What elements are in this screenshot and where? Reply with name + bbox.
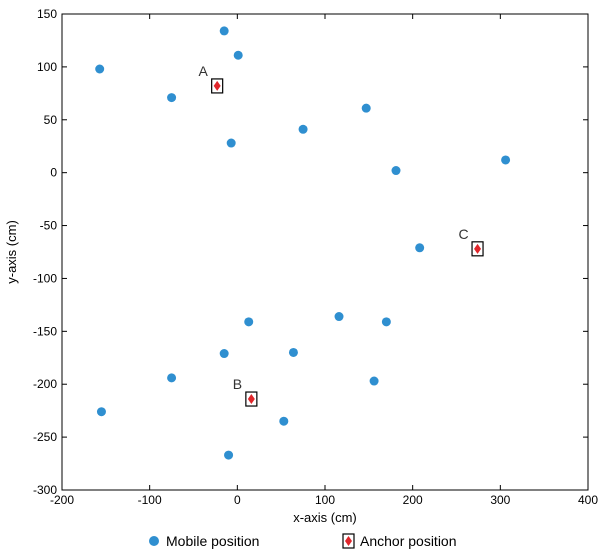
data-marks: A B C [95, 26, 511, 460]
mobile-position-point [233, 50, 243, 60]
mobile-position-point [226, 138, 236, 148]
mobile-position-point [369, 376, 379, 386]
y-tick-label: 150 [37, 7, 57, 21]
x-tick-label: -200 [50, 493, 74, 507]
x-tick-label: 300 [490, 493, 510, 507]
y-axis-label: y-axis (cm) [4, 220, 19, 284]
mobile-position-point [415, 243, 425, 253]
legend-anchor-label: Anchor position [360, 533, 457, 549]
mobile-position-point [361, 103, 371, 113]
mobile-position-point [95, 64, 105, 74]
y-tick-label: -200 [33, 377, 57, 391]
y-tick-label: -150 [33, 324, 57, 338]
y-tick-label: 50 [44, 113, 58, 127]
anchor-label: B [233, 376, 242, 392]
y-tick-label: -250 [33, 430, 57, 444]
x-axis-label: x-axis (cm) [293, 510, 357, 525]
x-tick-label: 0 [234, 493, 241, 507]
x-tick-label: 400 [578, 493, 598, 507]
mobile-position-point [279, 416, 289, 426]
mobile-position-point [224, 450, 234, 460]
mobile-position-point [391, 166, 401, 176]
y-tick-label: 0 [50, 166, 57, 180]
y-tick-label: -100 [33, 271, 57, 285]
legend: Mobile position Anchor position [149, 533, 457, 549]
mobile-position-point [167, 93, 177, 103]
y-tick-label: 100 [37, 60, 57, 74]
mobile-position-point [244, 317, 254, 327]
x-tick-label: -100 [138, 493, 162, 507]
legend-anchor-marker [345, 536, 352, 546]
mobile-position-point [219, 26, 229, 36]
anchor-position-point [247, 394, 255, 405]
anchor-position-box [245, 391, 258, 407]
mobile-position-point [381, 317, 391, 327]
mobile-position-point [219, 349, 229, 359]
y-tick-label: -300 [33, 483, 57, 497]
legend-anchor-box [342, 533, 355, 549]
mobile-position-point [96, 407, 106, 417]
x-tick-label: 200 [403, 493, 423, 507]
anchor-label: A [198, 63, 208, 79]
mobile-position-point [288, 347, 298, 357]
mobile-position-point [167, 373, 177, 383]
anchor-position-point [474, 243, 482, 254]
x-tick-label: 100 [315, 493, 335, 507]
axis-ticks: -200 -100 0 100 200 300 400 150 100 50 0 -50 -100 -15… [33, 7, 598, 507]
legend-mobile-marker [149, 536, 159, 546]
anchor-position-box [211, 78, 224, 94]
plot-area [61, 13, 589, 491]
anchor-position-point [213, 80, 221, 91]
mobile-position-point [501, 155, 511, 165]
anchor-position-box [471, 241, 484, 257]
mobile-position-point [334, 312, 344, 322]
anchor-label: C [458, 226, 468, 242]
y-tick-label: -50 [40, 219, 58, 233]
legend-mobile-label: Mobile position [166, 533, 259, 549]
mobile-position-point [298, 124, 308, 134]
